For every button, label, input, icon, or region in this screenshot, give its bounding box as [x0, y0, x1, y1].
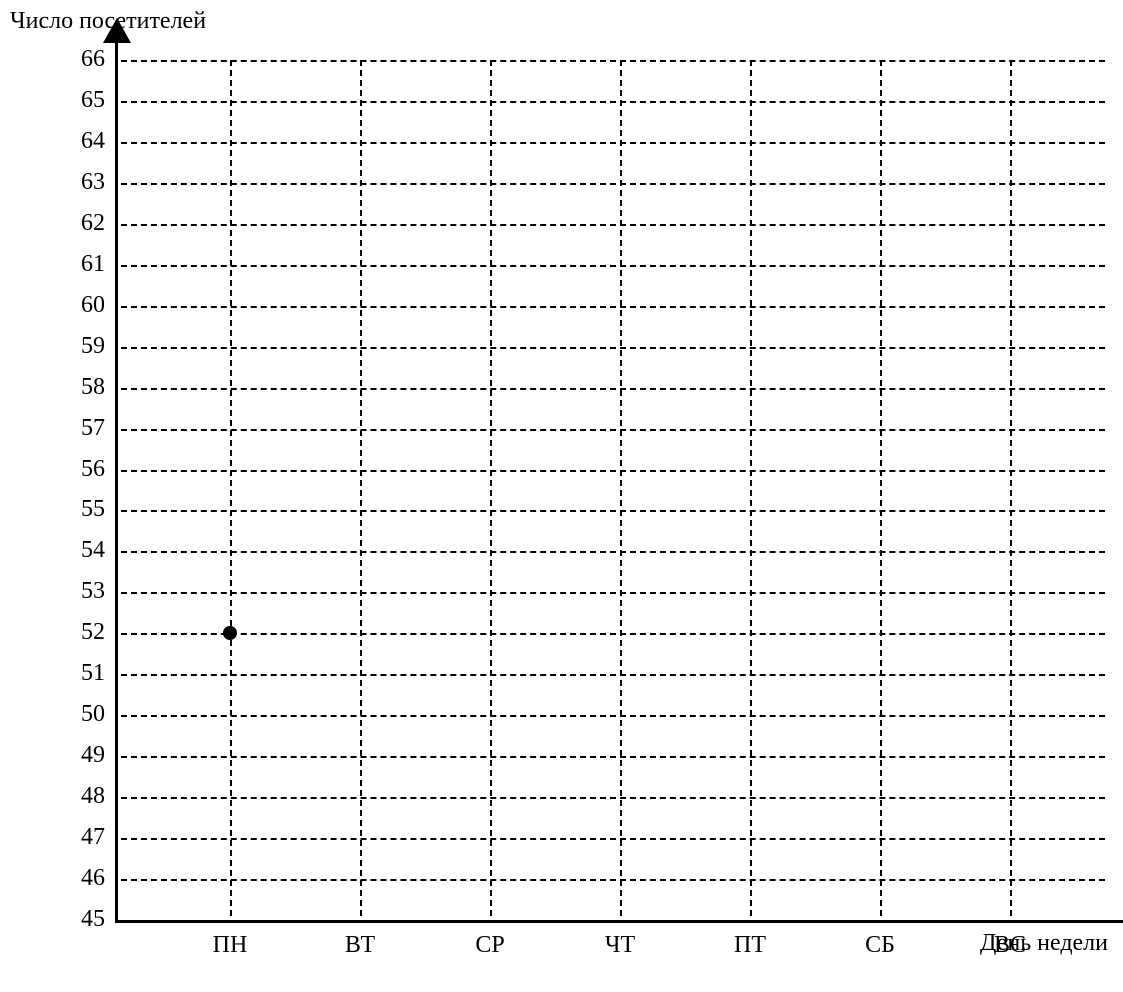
grid-line-horizontal [121, 470, 1105, 472]
grid-line-horizontal [121, 347, 1105, 349]
grid-line-horizontal [121, 592, 1105, 594]
y-tick-label: 55 [65, 496, 105, 523]
grid-line-horizontal [121, 429, 1105, 431]
y-tick-label: 61 [65, 251, 105, 278]
grid-line-horizontal [121, 388, 1105, 390]
grid-line-vertical [230, 60, 232, 916]
grid-line-horizontal [121, 715, 1105, 717]
y-axis-line [115, 40, 118, 920]
grid-line-horizontal [121, 879, 1105, 881]
grid-line-horizontal [121, 183, 1105, 185]
grid-line-horizontal [121, 306, 1105, 308]
y-tick-label: 45 [65, 906, 105, 933]
grid-line-horizontal [121, 224, 1105, 226]
grid-line-vertical [620, 60, 622, 916]
grid-line-horizontal [121, 797, 1105, 799]
y-tick-label: 63 [65, 169, 105, 196]
x-tick-label: СР [475, 932, 504, 959]
x-axis-line [115, 920, 1123, 923]
data-point [223, 626, 237, 640]
grid-line-horizontal [121, 633, 1105, 635]
y-tick-label: 53 [65, 578, 105, 605]
x-tick-label: ВТ [345, 932, 375, 959]
y-tick-label: 56 [65, 456, 105, 483]
y-tick-label: 64 [65, 128, 105, 155]
y-axis-arrow-icon [103, 18, 131, 43]
grid-line-horizontal [121, 265, 1105, 267]
y-tick-label: 51 [65, 660, 105, 687]
y-tick-label: 47 [65, 824, 105, 851]
grid-line-horizontal [121, 551, 1105, 553]
grid-line-horizontal [121, 142, 1105, 144]
y-tick-label: 48 [65, 783, 105, 810]
y-tick-label: 46 [65, 865, 105, 892]
y-tick-label: 57 [65, 415, 105, 442]
grid-line-horizontal [121, 756, 1105, 758]
y-tick-label: 52 [65, 619, 105, 646]
y-tick-label: 60 [65, 292, 105, 319]
x-tick-label: ПН [213, 932, 248, 959]
y-tick-label: 65 [65, 87, 105, 114]
y-tick-label: 66 [65, 46, 105, 73]
grid-line-vertical [490, 60, 492, 916]
y-tick-label: 54 [65, 537, 105, 564]
grid-line-horizontal [121, 510, 1105, 512]
chart-container: Число посетителей День недели 4546474849… [0, 0, 1123, 992]
grid-line-horizontal [121, 60, 1105, 62]
grid-line-horizontal [121, 838, 1105, 840]
plot-area [115, 60, 1105, 920]
x-tick-label: ЧТ [605, 932, 635, 959]
grid-line-vertical [880, 60, 882, 916]
grid-line-vertical [750, 60, 752, 916]
y-tick-label: 59 [65, 333, 105, 360]
grid-line-vertical [360, 60, 362, 916]
y-tick-label: 50 [65, 701, 105, 728]
y-tick-label: 58 [65, 374, 105, 401]
grid-line-vertical [1010, 60, 1012, 916]
x-tick-label: ВС [994, 932, 1026, 959]
y-tick-label: 49 [65, 742, 105, 769]
x-tick-label: СБ [865, 932, 895, 959]
y-tick-label: 62 [65, 210, 105, 237]
grid-line-horizontal [121, 674, 1105, 676]
grid-line-horizontal [121, 101, 1105, 103]
x-tick-label: ПТ [734, 932, 766, 959]
